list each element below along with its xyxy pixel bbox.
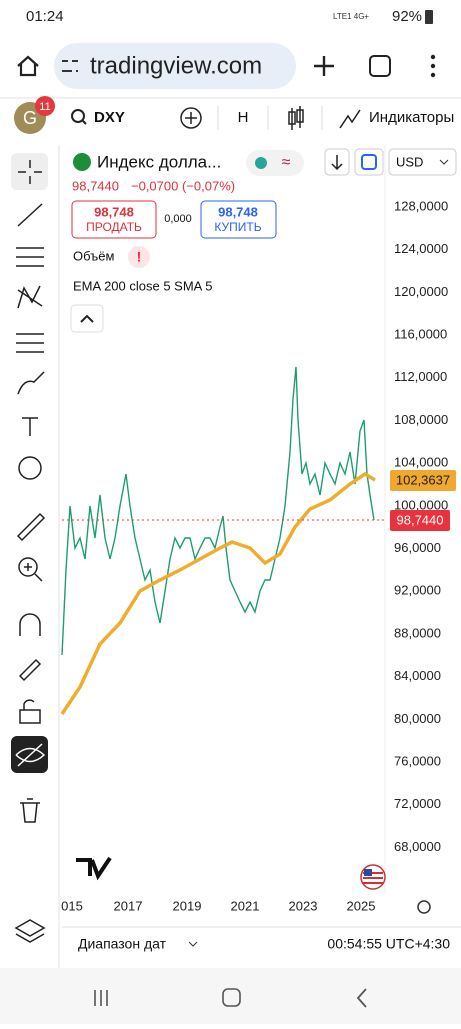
year-axis: 015 2017 2019 2021 2023 2025: [61, 898, 375, 913]
instrument-name: Индекс долла...: [97, 152, 221, 171]
symbol-logo: [73, 153, 91, 171]
ema-value: 102,3637: [396, 472, 450, 487]
settings[interactable]: [417, 900, 431, 914]
tv-logo: [76, 856, 112, 881]
date-range[interactable]: Диапазон дат: [78, 936, 167, 952]
price-label: 80,0000: [394, 711, 441, 726]
price-label: 84,0000: [394, 668, 441, 683]
price-label: 116,0000: [394, 327, 447, 342]
ema-line: [60, 471, 376, 715]
year-label: 2019: [173, 898, 202, 913]
indicator-label: EMA 200 close 5 SMA 5: [73, 278, 212, 293]
indicators[interactable]: Индикаторы: [369, 109, 454, 126]
clock: 00:54:55 UTC+4:30: [327, 936, 450, 952]
price-change: −0,0700 (−0,07%): [131, 178, 235, 193]
price-label: 112,0000: [394, 369, 447, 384]
badge-count: 11: [39, 101, 50, 113]
crosshair-tool[interactable]: [11, 153, 48, 190]
year-label: 2021: [231, 898, 260, 913]
site-settings[interactable]: [62, 60, 78, 72]
year-label: 2023: [289, 898, 318, 913]
buy-label: КУПИТЬ: [214, 220, 261, 234]
nav-bar: [0, 968, 461, 1024]
indicators-icon[interactable]: [339, 109, 361, 129]
volume-label: Объём: [73, 248, 114, 263]
sell-price: 98,748: [94, 204, 134, 219]
price-label: 72,0000: [394, 796, 441, 811]
avatar-letter: G: [23, 108, 37, 128]
year-label: 2017: [114, 898, 143, 913]
drawing-tools[interactable]: [14, 203, 46, 943]
price-line: [61, 366, 375, 656]
tabs-button[interactable]: [369, 55, 391, 77]
ema-tag: [390, 470, 456, 491]
sell-button[interactable]: [71, 200, 157, 239]
currency-select[interactable]: [388, 148, 457, 176]
sell-label: ПРОДАТЬ: [86, 220, 142, 234]
price-label: 128,0000: [394, 198, 448, 213]
spread: 0,000: [164, 213, 192, 225]
year-label: 015: [61, 898, 83, 913]
price-value: 98,7440: [397, 512, 444, 527]
sync-button[interactable]: [354, 148, 384, 176]
price-grid: 128,0000 124,0000 120,0000 116,0000 112,0000…: [394, 198, 448, 854]
symbol[interactable]: DXY: [94, 109, 125, 126]
buy-price: 98,748: [218, 204, 258, 219]
battery-icon: [425, 10, 433, 24]
menu-button[interactable]: [430, 72, 436, 78]
svg-text:≈: ≈: [282, 154, 291, 171]
nav-home[interactable]: [222, 988, 241, 1007]
year-label: 2025: [347, 898, 376, 913]
price-tag: [390, 510, 450, 531]
price-label: 96,0000: [394, 540, 441, 555]
new-tab[interactable]: [314, 56, 334, 76]
status-time: 01:24: [26, 8, 64, 25]
url-bar[interactable]: [54, 43, 296, 89]
price-label: 88,0000: [394, 625, 441, 640]
price-label: 92,0000: [394, 583, 441, 598]
price-label: 104,0000: [394, 455, 448, 470]
price-label: 124,0000: [394, 241, 448, 256]
last-price: 98,7440: [72, 178, 119, 193]
price-label: 108,0000: [394, 412, 448, 427]
search-icon[interactable]: [81, 119, 87, 125]
nav-back[interactable]: [356, 988, 367, 1008]
badge: [35, 96, 55, 116]
collapse-button[interactable]: [70, 304, 104, 333]
buy-button[interactable]: [200, 200, 277, 239]
svg-text:!: !: [137, 249, 142, 265]
price-label: 100,0000: [394, 497, 448, 512]
price-label: 68,0000: [394, 839, 441, 854]
status-network: LTE1 4G+: [333, 12, 369, 21]
price-label: 120,0000: [394, 284, 448, 299]
interval[interactable]: H: [238, 109, 249, 126]
status-battery: 92%: [392, 8, 422, 25]
price-label: 76,0000: [394, 754, 441, 769]
compare-button[interactable]: [185, 112, 197, 124]
chart-type[interactable]: [296, 109, 304, 123]
currency: USD: [396, 154, 423, 169]
url: tradingview.com: [90, 52, 262, 79]
home-button[interactable]: [17, 55, 39, 77]
